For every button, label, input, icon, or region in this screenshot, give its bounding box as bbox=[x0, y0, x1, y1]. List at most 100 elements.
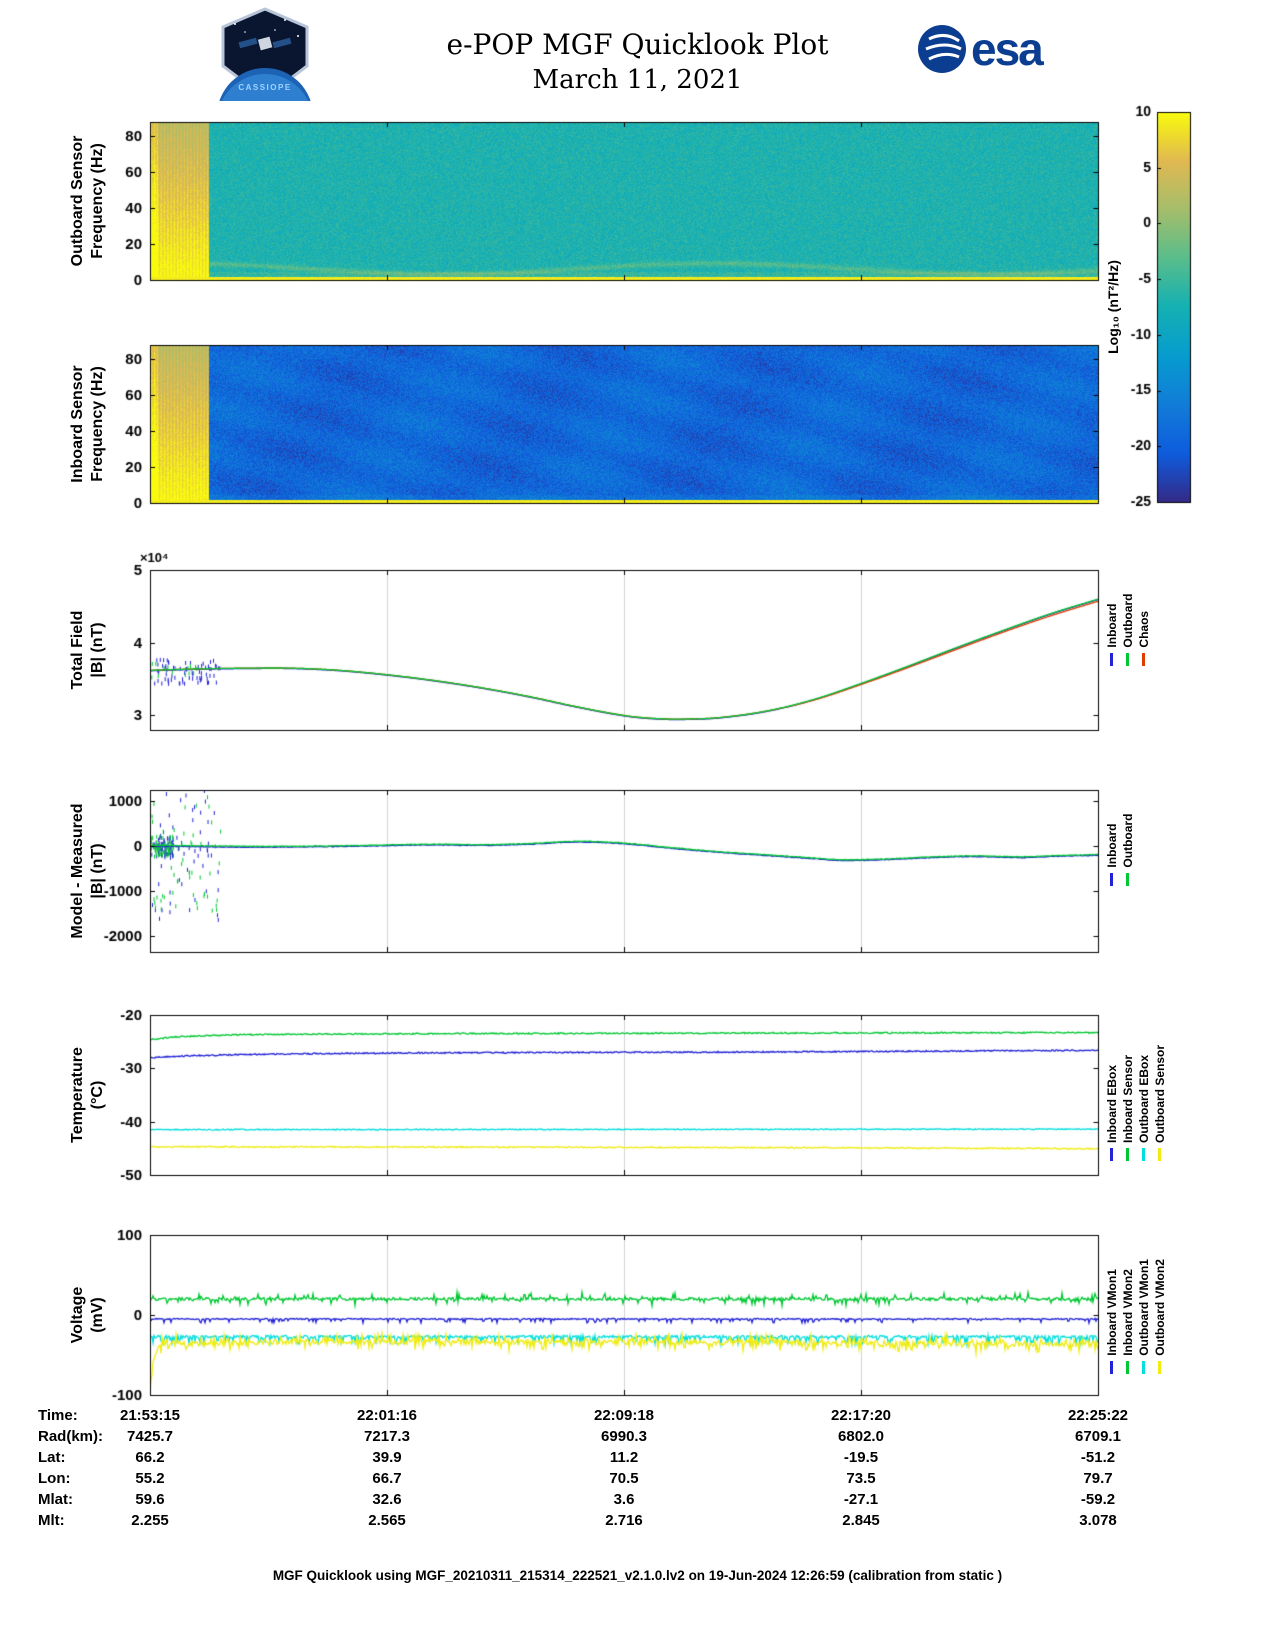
row-label: Rad(km): bbox=[38, 1428, 104, 1445]
table-row-mlt: Mlt: 2.255 2.565 2.716 2.845 3.078 bbox=[0, 1512, 1275, 1533]
legend-label: Outboard VMon2 bbox=[1152, 1259, 1167, 1356]
esa-logo: esa bbox=[915, 18, 1065, 85]
cell: 59.6 bbox=[135, 1491, 165, 1508]
total-field-legend: Inboard Outboard Chaos bbox=[1104, 586, 1151, 666]
voltage-ylabel: Voltage (mV) bbox=[69, 1286, 106, 1344]
legend-entry: Inboard VMon1 bbox=[1104, 1251, 1119, 1374]
legend-label: Outboard VMon1 bbox=[1136, 1259, 1151, 1356]
cassiope-logo-text: CASSIOPE bbox=[238, 83, 291, 92]
legend-color-dash bbox=[1110, 872, 1113, 886]
table-row-lon: Lon: 55.2 66.7 70.5 73.5 79.7 bbox=[0, 1470, 1275, 1491]
row-label: Lon: bbox=[38, 1470, 71, 1487]
legend-color-dash bbox=[1110, 1148, 1113, 1161]
legend-color-dash bbox=[1126, 1148, 1129, 1161]
legend-color-dash bbox=[1142, 652, 1145, 666]
legend-color-dash bbox=[1126, 1360, 1129, 1374]
cell: 55.2 bbox=[135, 1470, 165, 1487]
cell: 2.565 bbox=[368, 1512, 406, 1529]
page-title: e-POP MGF Quicklook Plot bbox=[446, 28, 829, 61]
footer-caption: MGF Quicklook using MGF_20210311_215314_… bbox=[272, 1568, 1003, 1583]
table-row-mlat: Mlat: 59.6 32.6 3.6 -27.1 -59.2 bbox=[0, 1491, 1275, 1512]
cell: 11.2 bbox=[609, 1449, 639, 1466]
cell: 2.255 bbox=[131, 1512, 169, 1529]
legend-color-dash bbox=[1142, 1148, 1145, 1161]
legend-label: Inboard VMon1 bbox=[1104, 1269, 1119, 1356]
cell: 3.6 bbox=[613, 1491, 635, 1508]
legend-entry: Chaos bbox=[1136, 586, 1151, 666]
legend-label: Outboard bbox=[1120, 593, 1135, 648]
legend-entry: Outboard Sensor bbox=[1152, 1031, 1167, 1161]
cell: 79.7 bbox=[1083, 1470, 1113, 1487]
model-minus-measured-legend: Inboard Outboard bbox=[1104, 806, 1135, 886]
legend-entry: Outboard VMon1 bbox=[1136, 1251, 1151, 1374]
table-row-lat: Lat: 66.2 39.9 11.2 -19.5 -51.2 bbox=[0, 1449, 1275, 1470]
cell: 66.7 bbox=[372, 1470, 402, 1487]
outboard-spectrogram-ylabel: Outboard Sensor Frequency (Hz) bbox=[69, 135, 106, 267]
cell: 7217.3 bbox=[364, 1428, 410, 1445]
legend-label: Inboard bbox=[1104, 823, 1119, 868]
legend-label: Inboard EBox bbox=[1104, 1064, 1119, 1143]
legend-entry: Outboard VMon2 bbox=[1152, 1251, 1167, 1374]
colorbar-label: Log₁₀ (nT²/Hz) bbox=[1105, 260, 1121, 354]
table-row-radkm: Rad(km): 7425.7 7217.3 6990.3 6802.0 6709.1 bbox=[0, 1428, 1275, 1449]
legend-color-dash bbox=[1158, 1360, 1161, 1374]
legend-entry: Inboard bbox=[1104, 586, 1119, 666]
cell: 22:17:20 bbox=[830, 1407, 892, 1424]
cell: 32.6 bbox=[372, 1491, 402, 1508]
temperature-legend: Inboard EBox Inboard Sensor Outboard EBox O… bbox=[1104, 1031, 1167, 1161]
legend-label: Inboard Sensor bbox=[1120, 1054, 1135, 1143]
legend-color-dash bbox=[1126, 652, 1129, 666]
table-row-time: Time: 21:53:15 22:01:16 22:09:18 22:17:20 22:… bbox=[0, 1407, 1275, 1428]
voltage-legend: Inboard VMon1 Inboard VMon2 Outboard VMon1… bbox=[1104, 1251, 1167, 1374]
legend-entry: Inboard EBox bbox=[1104, 1031, 1119, 1161]
cell: 6990.3 bbox=[601, 1428, 647, 1445]
legend-color-dash bbox=[1126, 872, 1129, 886]
total-field-ylabel: Total Field |B| (nT) bbox=[69, 610, 106, 690]
cell: -51.2 bbox=[1080, 1449, 1116, 1466]
row-label: Mlat: bbox=[38, 1491, 73, 1508]
legend-label: Outboard Sensor bbox=[1152, 1044, 1167, 1143]
cell: 73.5 bbox=[846, 1470, 876, 1487]
row-label: Lat: bbox=[38, 1449, 66, 1466]
legend-label: Chaos bbox=[1136, 610, 1151, 648]
cell: 22:01:16 bbox=[356, 1407, 418, 1424]
legend-label: Outboard EBox bbox=[1136, 1054, 1151, 1143]
row-label: Mlt: bbox=[38, 1512, 65, 1529]
legend-entry: Outboard bbox=[1120, 586, 1135, 666]
legend-color-dash bbox=[1110, 652, 1113, 666]
cell: 7425.7 bbox=[127, 1428, 173, 1445]
cell: 2.716 bbox=[605, 1512, 643, 1529]
row-label: Time: bbox=[38, 1407, 78, 1424]
cell: 70.5 bbox=[609, 1470, 639, 1487]
cell: -27.1 bbox=[843, 1491, 879, 1508]
cell: 39.9 bbox=[372, 1449, 402, 1466]
cell: 2.845 bbox=[842, 1512, 880, 1529]
model-measured-ylabel: Model - Measured |B| (nT) bbox=[69, 803, 106, 939]
cell: 6802.0 bbox=[838, 1428, 884, 1445]
temperature-ylabel: Temperature (°C) bbox=[69, 1047, 106, 1143]
cell: -19.5 bbox=[843, 1449, 879, 1466]
header: e-POP MGF Quicklook Plot March 11, 2021 bbox=[0, 28, 1275, 95]
legend-label: Inboard VMon2 bbox=[1120, 1269, 1135, 1356]
legend-entry: Outboard bbox=[1120, 806, 1135, 886]
legend-color-dash bbox=[1110, 1360, 1113, 1374]
inboard-spectrogram-ylabel: Inboard Sensor Frequency (Hz) bbox=[69, 365, 106, 483]
legend-entry: Inboard bbox=[1104, 806, 1119, 886]
legend-color-dash bbox=[1142, 1360, 1145, 1374]
legend-label: Inboard bbox=[1104, 603, 1119, 648]
legend-entry: Outboard EBox bbox=[1136, 1031, 1151, 1161]
legend-color-dash bbox=[1158, 1148, 1161, 1161]
legend-entry: Inboard Sensor bbox=[1120, 1031, 1135, 1161]
page-date: March 11, 2021 bbox=[532, 65, 743, 95]
legend-label: Outboard bbox=[1120, 813, 1135, 868]
cell: 6709.1 bbox=[1075, 1428, 1121, 1445]
legend-entry: Inboard VMon2 bbox=[1120, 1251, 1135, 1374]
satellite-graphic bbox=[238, 36, 292, 51]
cell: 66.2 bbox=[135, 1449, 165, 1466]
esa-logo-text: esa bbox=[971, 23, 1044, 75]
cell: 3.078 bbox=[1079, 1512, 1117, 1529]
cell: 21:53:15 bbox=[119, 1407, 181, 1424]
cell: -59.2 bbox=[1080, 1491, 1116, 1508]
